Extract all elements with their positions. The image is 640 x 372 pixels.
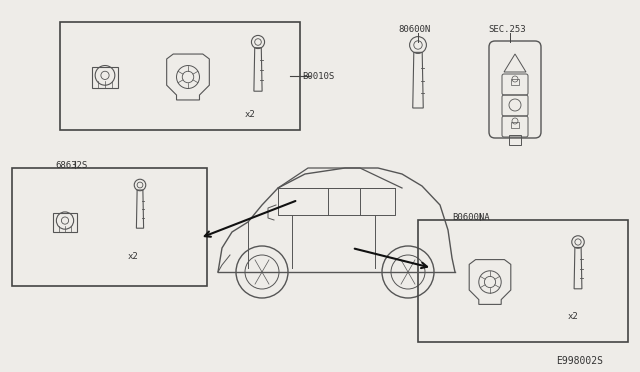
Bar bbox=[60, 22, 300, 130]
Text: 80600N: 80600N bbox=[398, 25, 430, 34]
Bar bbox=[511, 122, 519, 128]
Text: B0600NA: B0600NA bbox=[452, 213, 490, 222]
Bar bbox=[511, 79, 519, 85]
Text: B0010S: B0010S bbox=[302, 72, 334, 81]
Bar bbox=[92, 67, 118, 89]
Text: SEC.253: SEC.253 bbox=[488, 25, 525, 34]
Bar bbox=[509, 135, 521, 145]
Text: x2: x2 bbox=[245, 110, 256, 119]
Text: E998002S: E998002S bbox=[556, 356, 603, 366]
Bar bbox=[12, 168, 207, 286]
Text: 68632S: 68632S bbox=[55, 161, 87, 170]
Text: x2: x2 bbox=[568, 312, 579, 321]
Text: x2: x2 bbox=[128, 252, 139, 261]
Bar bbox=[418, 220, 628, 342]
Bar bbox=[54, 214, 77, 232]
